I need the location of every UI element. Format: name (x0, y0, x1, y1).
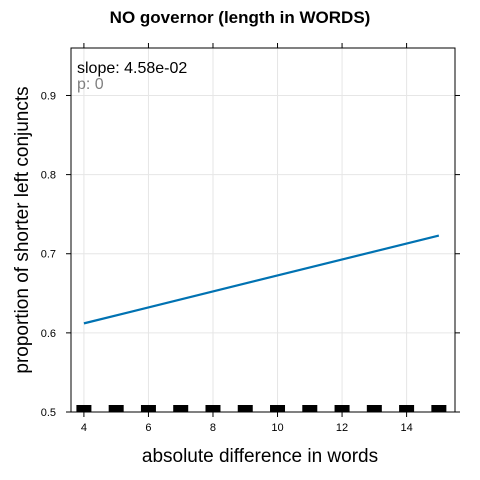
y-tick-label: 0.8 (41, 170, 56, 182)
series-line-0 (83, 234, 440, 325)
x-tick-label: 4 (81, 422, 87, 434)
rug-mark (76, 405, 92, 412)
p-value-annotation: p: 0 (77, 76, 104, 93)
rug-mark (366, 405, 382, 412)
y-tick-label: 0.5 (41, 407, 56, 419)
y-tick-label: 0.9 (41, 90, 56, 102)
chart-title: NO governor (length in WORDS) (110, 8, 371, 27)
x-axis-label: absolute difference in words (142, 446, 378, 467)
x-tick-label: 12 (336, 422, 348, 434)
rug-mark (334, 405, 350, 412)
ticks: 4 6 8 10 12 14 0.5 0.6 0.7 0.8 0.9 (41, 43, 460, 434)
rug-mark (270, 405, 286, 412)
y-tick-label: 0.6 (41, 328, 56, 340)
x-tick-label: 6 (145, 422, 151, 434)
rug (76, 405, 447, 412)
rug-mark (108, 405, 124, 412)
y-tick-label: 0.7 (41, 249, 56, 261)
plot-frame (70, 47, 456, 413)
rug-mark (399, 405, 415, 412)
x-tick-label: 14 (400, 422, 412, 434)
grid (71, 48, 455, 413)
rug-mark (173, 405, 189, 412)
rug-mark (237, 405, 253, 412)
rug-mark (302, 405, 318, 412)
y-axis-label: proportion of shorter left conjuncts (12, 86, 33, 373)
rug-mark (431, 405, 447, 412)
x-tick-label: 8 (210, 422, 216, 434)
slope-annotation: slope: 4.58e-02 (77, 60, 187, 77)
rug-mark (140, 405, 156, 412)
x-tick-label: 10 (271, 422, 283, 434)
series (83, 234, 440, 325)
rug-mark (205, 405, 221, 412)
